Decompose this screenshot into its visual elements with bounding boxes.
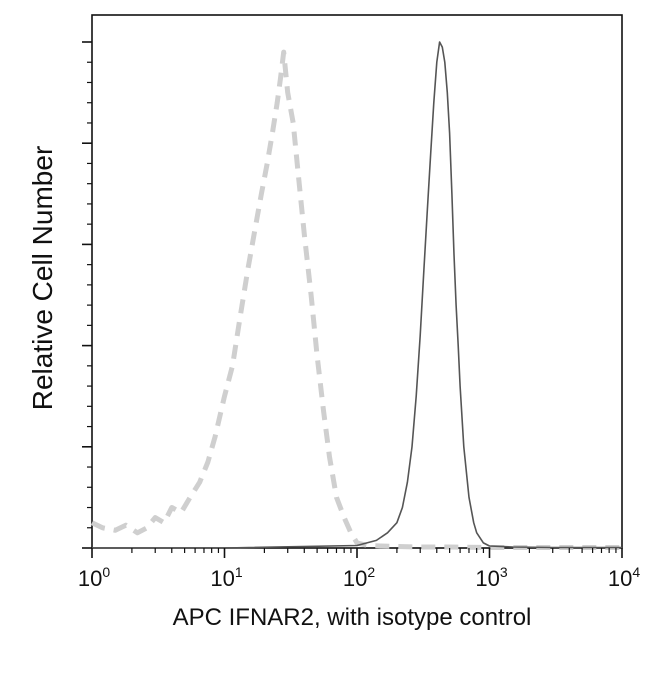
ticks-layer: 100 101 102 103 104 bbox=[78, 41, 640, 591]
x-axis-label: APC IFNAR2, with isotype control bbox=[173, 604, 532, 631]
x-tick-label-exponent: 2 bbox=[367, 564, 375, 580]
x-tick-label-exponent: 4 bbox=[632, 564, 640, 580]
x-tick-label-base: 10 bbox=[78, 566, 102, 591]
x-tick-label: 100 bbox=[78, 564, 110, 591]
x-tick-label: 104 bbox=[608, 564, 640, 591]
plot-frame bbox=[91, 14, 623, 549]
x-tick-label-exponent: 3 bbox=[500, 564, 508, 580]
x-tick-label: 103 bbox=[475, 564, 507, 591]
x-tick-label: 101 bbox=[210, 564, 242, 591]
x-tick-label-exponent: 0 bbox=[102, 564, 110, 580]
y-axis-label: Relative Cell Number bbox=[27, 146, 58, 411]
x-tick-label-base: 10 bbox=[343, 566, 367, 591]
x-tick-label-base: 10 bbox=[475, 566, 499, 591]
x-tick-label-base: 10 bbox=[608, 566, 632, 591]
x-tick-label: 102 bbox=[343, 564, 375, 591]
series-layer bbox=[90, 41, 622, 550]
ifnar2-histogram bbox=[92, 41, 622, 549]
isotype-control-histogram bbox=[90, 49, 622, 550]
x-tick-label-base: 10 bbox=[210, 566, 234, 591]
axes-layer bbox=[91, 14, 623, 549]
x-tick-label-exponent: 1 bbox=[235, 564, 243, 580]
